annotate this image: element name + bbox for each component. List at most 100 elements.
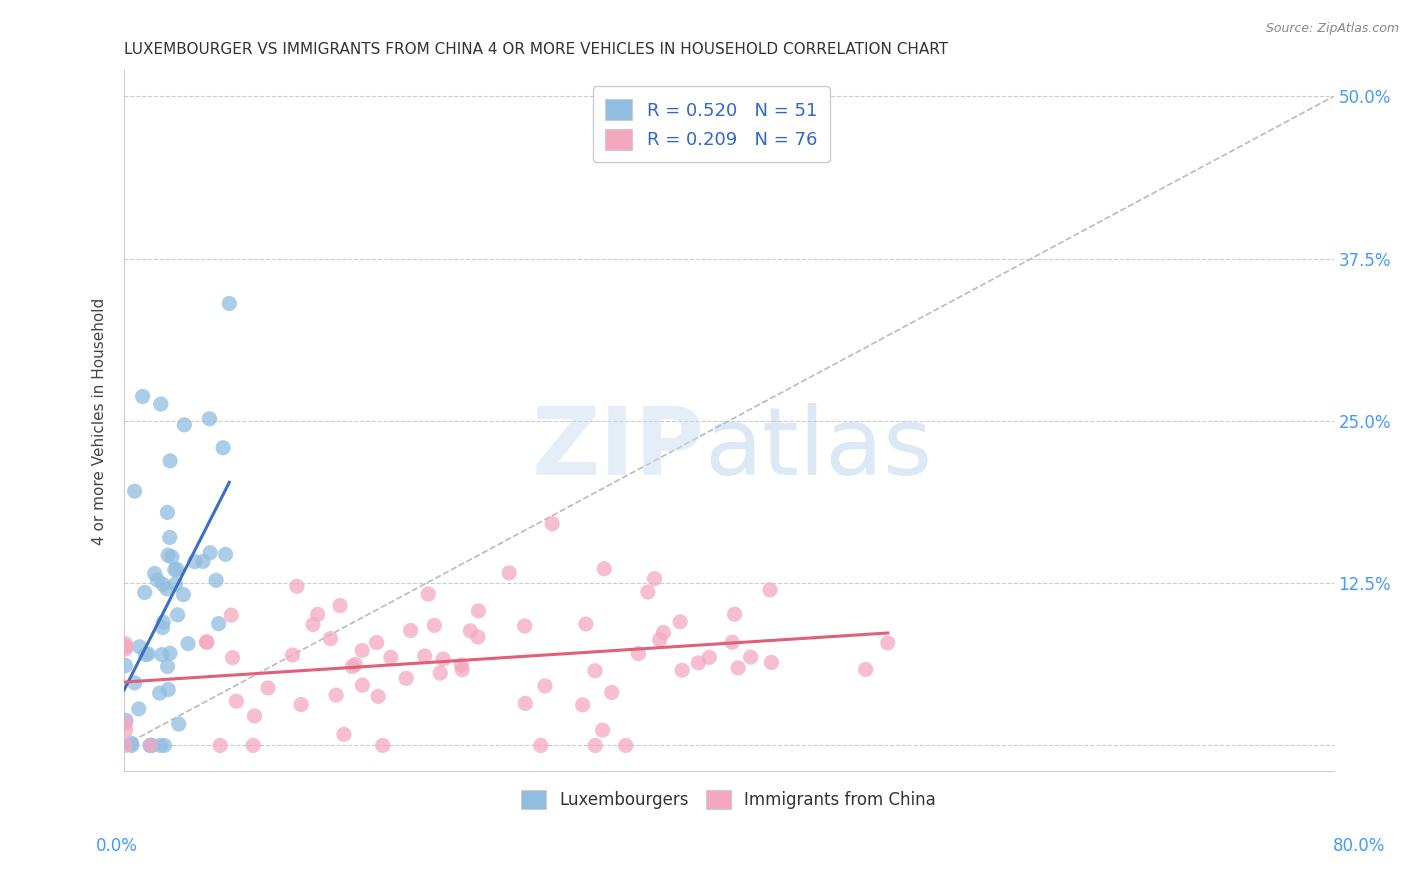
Point	[114, 642, 136, 657]
Point	[513, 619, 536, 633]
Point	[333, 727, 356, 741]
Point	[583, 739, 606, 753]
Point	[644, 572, 666, 586]
Point	[319, 632, 342, 646]
Point	[285, 579, 308, 593]
Point	[166, 562, 188, 576]
Point	[198, 546, 221, 560]
Point	[281, 648, 304, 662]
Point	[165, 577, 187, 591]
Point	[371, 739, 394, 753]
Point	[124, 484, 146, 499]
Point	[172, 588, 194, 602]
Point	[367, 690, 389, 704]
Point	[761, 656, 783, 670]
Point	[451, 663, 474, 677]
Legend: Luxembourgers, Immigrants from China: Luxembourgers, Immigrants from China	[515, 783, 942, 815]
Point	[128, 640, 150, 654]
Point	[156, 505, 179, 519]
Point	[652, 625, 675, 640]
Point	[114, 723, 136, 738]
Point	[342, 659, 364, 673]
Point	[399, 624, 422, 638]
Point	[191, 554, 214, 568]
Point	[195, 635, 218, 649]
Point	[134, 585, 156, 599]
Point	[128, 702, 150, 716]
Point	[460, 624, 482, 638]
Point	[344, 657, 367, 672]
Point	[423, 618, 446, 632]
Point	[352, 643, 374, 657]
Point	[114, 640, 136, 654]
Text: ZIP: ZIP	[531, 403, 704, 495]
Point	[124, 676, 146, 690]
Point	[163, 563, 186, 577]
Point	[242, 739, 264, 753]
Point	[627, 647, 650, 661]
Point	[515, 697, 537, 711]
Point	[152, 615, 174, 630]
Point	[432, 652, 454, 666]
Point	[467, 630, 489, 644]
Point	[209, 739, 232, 753]
Point	[121, 739, 143, 753]
Point	[198, 412, 221, 426]
Point	[152, 620, 174, 634]
Point	[575, 617, 598, 632]
Point	[143, 566, 166, 581]
Point	[150, 648, 173, 662]
Point	[534, 679, 557, 693]
Point	[149, 397, 172, 411]
Point	[121, 736, 143, 750]
Point	[114, 658, 136, 673]
Point	[214, 547, 236, 561]
Point	[429, 666, 451, 681]
Point	[156, 659, 179, 673]
Point	[600, 685, 623, 699]
Point	[177, 637, 200, 651]
Point	[498, 566, 520, 580]
Point	[759, 582, 782, 597]
Point	[740, 650, 762, 665]
Y-axis label: 4 or more Vehicles in Household: 4 or more Vehicles in Household	[93, 297, 107, 544]
Text: 0.0%: 0.0%	[96, 837, 138, 855]
Text: 80.0%: 80.0%	[1333, 837, 1385, 855]
Point	[329, 599, 352, 613]
Point	[159, 646, 181, 660]
Point	[380, 650, 402, 665]
Point	[212, 441, 235, 455]
Point	[141, 739, 163, 753]
Point	[159, 531, 181, 545]
Point	[114, 716, 136, 731]
Point	[325, 688, 347, 702]
Point	[225, 694, 247, 708]
Point	[157, 682, 180, 697]
Point	[157, 549, 180, 563]
Point	[195, 635, 218, 649]
Point	[614, 739, 637, 753]
Text: atlas: atlas	[704, 403, 932, 495]
Point	[173, 417, 195, 432]
Point	[152, 577, 174, 591]
Point	[156, 582, 179, 596]
Point	[352, 678, 374, 692]
Point	[149, 739, 172, 753]
Point	[139, 739, 162, 753]
Point	[302, 617, 325, 632]
Point	[153, 739, 176, 753]
Point	[290, 698, 312, 712]
Point	[159, 454, 181, 468]
Point	[131, 389, 153, 403]
Text: LUXEMBOURGER VS IMMIGRANTS FROM CHINA 4 OR MORE VEHICLES IN HOUSEHOLD CORRELATIO: LUXEMBOURGER VS IMMIGRANTS FROM CHINA 4 …	[124, 42, 948, 57]
Point	[583, 664, 606, 678]
Point	[697, 650, 720, 665]
Point	[114, 637, 136, 651]
Point	[218, 296, 240, 310]
Point	[184, 555, 207, 569]
Point	[160, 549, 183, 564]
Point	[648, 632, 671, 647]
Point	[637, 585, 659, 599]
Point	[571, 698, 593, 712]
Point	[139, 739, 162, 753]
